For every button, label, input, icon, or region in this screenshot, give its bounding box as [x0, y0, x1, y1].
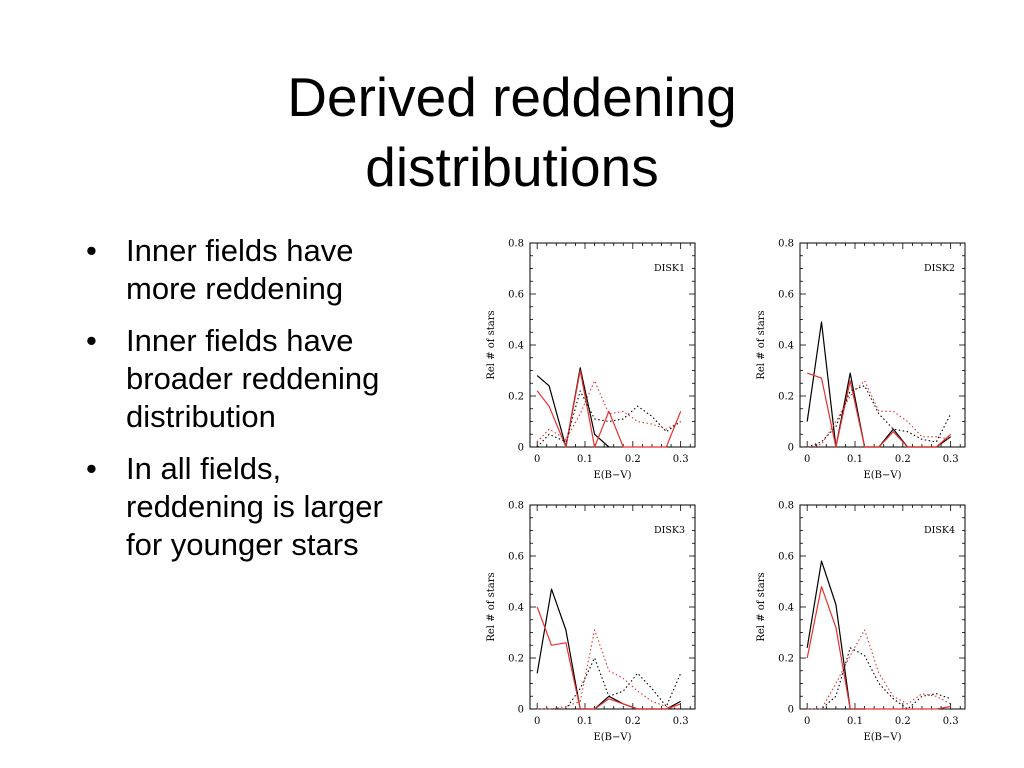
panel-title: DISK2: [924, 263, 955, 274]
bullet-text: Inner fields have more reddening: [126, 232, 466, 308]
bullet-list: • Inner fields have more reddening • Inn…: [86, 232, 466, 578]
chart-panel-2: 0 0.1 0.2 0.3 0 0.2 0.4 0.6 0.8 E(B−V) Rel # of st…: [756, 239, 966, 481]
x-axis-label: E(B−V): [863, 470, 901, 481]
bullet-line: reddening is larger: [126, 489, 383, 524]
x-tick-label: 0.3: [673, 716, 689, 727]
y-tick-label: 0: [518, 443, 524, 454]
series-line-1: [806, 560, 865, 710]
x-tick-label: 0: [534, 716, 540, 727]
y-axis-label: Rel # of stars: [756, 310, 767, 379]
x-tick-label: 0.2: [895, 716, 911, 727]
x-axis-label: E(B−V): [593, 470, 631, 481]
x-axis-label: E(B−V): [593, 732, 631, 743]
x-tick-label: 0: [534, 454, 540, 465]
bullet-line: for younger stars: [126, 527, 359, 562]
x-tick-label: 0.1: [847, 454, 863, 465]
series-line-1: [806, 321, 952, 448]
y-tick-label: 0.8: [778, 239, 794, 250]
y-tick-label: 0.6: [508, 552, 524, 563]
y-axis-label: Rel # of stars: [486, 572, 497, 641]
y-tick-label: 0.8: [508, 239, 524, 250]
series-line-2: [806, 585, 951, 710]
x-tick-label: 0.1: [847, 716, 863, 727]
y-tick-label: 0.6: [778, 290, 794, 301]
x-tick-label: 0.3: [943, 716, 959, 727]
series-line-3: [536, 390, 682, 448]
x-tick-label: 0.2: [625, 454, 641, 465]
series-line-2: [807, 372, 952, 448]
y-tick-label: 0: [788, 705, 794, 716]
slide-title-line: distributions: [365, 136, 659, 198]
series-line-4: [537, 629, 681, 710]
y-tick-label: 0.2: [508, 392, 524, 403]
y-tick-label: 0.6: [508, 290, 524, 301]
x-tick-label: 0.1: [577, 454, 593, 465]
y-axis-label: Rel # of stars: [756, 572, 767, 641]
x-tick-label: 0.3: [943, 454, 959, 465]
y-tick-label: 0: [788, 443, 794, 454]
panel-title: DISK1: [654, 263, 685, 274]
x-tick-label: 0: [804, 716, 810, 727]
chart-panel-1: 0 0.1 0.2 0.3 0 0.2 0.4 0.6 0.8 E(B−V) Rel # of st…: [486, 239, 696, 481]
bullet-line: distribution: [126, 399, 276, 434]
bullet-line: broader reddening: [126, 361, 380, 396]
x-tick-label: 0.3: [673, 454, 689, 465]
bullet-line: more reddening: [126, 271, 344, 306]
x-tick-label: 0.2: [625, 716, 641, 727]
bullet-line: In all fields,: [126, 451, 282, 486]
bullet-text: In all fields, reddening is larger for y…: [126, 450, 466, 564]
y-tick-label: 0.8: [778, 501, 794, 512]
series-line-4: [807, 380, 951, 448]
bullet-line: Inner fields have: [126, 323, 354, 358]
y-tick-label: 0.2: [778, 392, 794, 403]
panel-title: DISK3: [654, 525, 685, 536]
chart-panel-4: 0 0.1 0.2 0.3 0 0.2 0.4 0.6 0.8 E(B−V) Rel # of st…: [756, 501, 966, 743]
y-tick-label: 0.4: [508, 603, 524, 614]
bullet-line: Inner fields have: [126, 233, 354, 268]
series-line-3: [537, 657, 682, 710]
series-line-4: [807, 629, 951, 710]
y-tick-label: 0.4: [778, 341, 794, 352]
series-line-3: [807, 647, 951, 710]
series-line-1: [536, 588, 681, 710]
bullet-item: • In all fields, reddening is larger for…: [86, 450, 466, 564]
panel-title: DISK4: [924, 525, 955, 536]
y-tick-label: 0.4: [778, 603, 794, 614]
bullet-dot: •: [86, 233, 97, 268]
bullet-dot: •: [86, 323, 97, 358]
chart-panel-3: 0 0.1 0.2 0.3 0 0.2 0.4 0.6 0.8 E(B−V) Rel # of st…: [486, 501, 696, 743]
y-tick-label: 0.4: [508, 341, 524, 352]
y-tick-label: 0: [518, 705, 524, 716]
bullet-text: Inner fields have broader reddening dist…: [126, 322, 466, 436]
x-tick-label: 0.1: [577, 716, 593, 727]
y-axis-label: Rel # of stars: [486, 310, 497, 379]
bullet-item: • Inner fields have broader reddening di…: [86, 322, 466, 436]
x-tick-label: 0.2: [895, 454, 911, 465]
bullet-dot: •: [86, 451, 97, 486]
x-tick-label: 0: [804, 454, 810, 465]
bullet-item: • Inner fields have more reddening: [86, 232, 466, 308]
y-tick-label: 0.2: [778, 654, 794, 665]
series-line-2: [536, 369, 682, 448]
y-tick-label: 0.6: [778, 552, 794, 563]
slide-title: Derived reddening distributions: [0, 62, 1024, 202]
series-line-2: [536, 606, 681, 710]
x-axis-label: E(B−V): [863, 732, 901, 743]
y-tick-label: 0.8: [508, 501, 524, 512]
slide-title-line: Derived reddening: [287, 66, 737, 128]
y-tick-label: 0.2: [508, 654, 524, 665]
series-line-3: [807, 385, 952, 448]
